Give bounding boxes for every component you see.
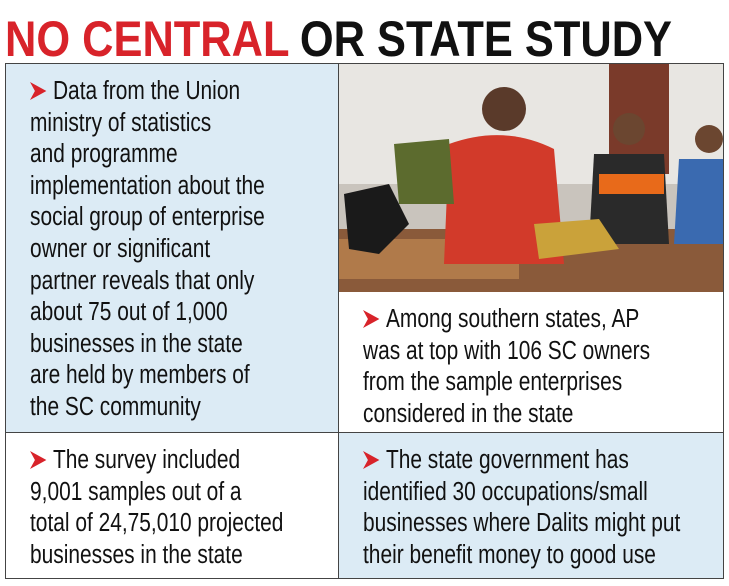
text: businesses in the state [30,540,243,569]
title-bar: NO CENTRALOR STATE STUDY [5,11,672,64]
text: partner reveals that only [30,266,255,295]
text: total of 24,75,010 projected [30,509,284,538]
text-line: about 75 out of 1,000 [30,297,265,329]
text: owner or significant [30,234,211,263]
text: Among southern states, AP [385,305,640,333]
text-line: the SC community [30,392,265,424]
text-line: ministry of statistics [30,108,265,140]
text: businesses where Dalits might put [363,509,681,538]
text: businesses in the state [30,329,243,358]
text-line: from the sample enterprises [363,367,650,399]
text-line: implementation about the [30,171,265,203]
text: the SC community [30,392,201,421]
photo [339,64,723,292]
text: Data from the Union [52,77,241,105]
bullet-arrow [363,310,380,328]
text: was at top with 106 SC owners [363,336,651,365]
text: ministry of statistics [30,108,212,137]
bullet-arrow [30,82,47,100]
cell-text: Data from the Union ministry of statistic… [30,76,265,424]
cell: The survey included 9,001 samples out of … [6,433,338,578]
text: considered in the state [363,399,574,428]
text-line: businesses in the state [30,540,283,572]
text-line: The survey included [30,445,283,477]
text-line: The state government has [363,445,680,477]
text: their benefit money to good use [363,540,656,569]
cell-text: Among southern states, AP was at top with… [363,304,650,430]
text-line: owner or significant [30,234,265,266]
text-line: Data from the Union [30,76,265,108]
bullet-arrow [30,451,47,469]
text-line: identified 30 occupations/small [363,477,680,509]
text: identified 30 occupations/small [363,477,648,506]
text-line: social group of enterprise [30,202,265,234]
text: 9,001 samples out of a [30,477,242,506]
text-line: considered in the state [363,399,650,431]
text-line: Among southern states, AP [363,304,650,336]
cell: The state government has identified 30 oc… [339,433,723,578]
text-line: total of 24,75,010 projected [30,508,283,540]
text-line: businesses where Dalits might put [363,508,680,540]
divider [6,432,723,433]
cell-text: The survey included 9,001 samples out of … [30,445,283,571]
text-line: businesses in the state [30,329,265,361]
text-line: are held by members of [30,360,265,392]
text: implementation about the [30,171,265,200]
text-line: was at top with 106 SC owners [363,336,650,368]
text: from the sample enterprises [363,368,623,397]
text: about 75 out of 1,000 [30,298,228,327]
divider [338,64,339,578]
cell-text: The state government has identified 30 oc… [363,445,680,571]
text-line: their benefit money to good use [363,540,680,572]
cell: Data from the Union ministry of statistic… [6,64,338,432]
title-red: NO CENTRAL [5,11,289,64]
bullet-arrow [363,451,380,469]
text-line: 9,001 samples out of a [30,477,283,509]
text-line: and programme [30,139,265,171]
text: The survey included [52,446,241,474]
cell: Among southern states, AP was at top with… [339,292,723,432]
text-line: partner reveals that only [30,266,265,298]
text: The state government has [385,446,629,474]
frame [5,63,724,579]
text: are held by members of [30,361,250,390]
title: NO CENTRALOR STATE STUDY [5,11,672,64]
title-black: OR STATE STUDY [300,11,672,64]
text: social group of enterprise [30,203,265,232]
text: and programme [30,140,178,169]
